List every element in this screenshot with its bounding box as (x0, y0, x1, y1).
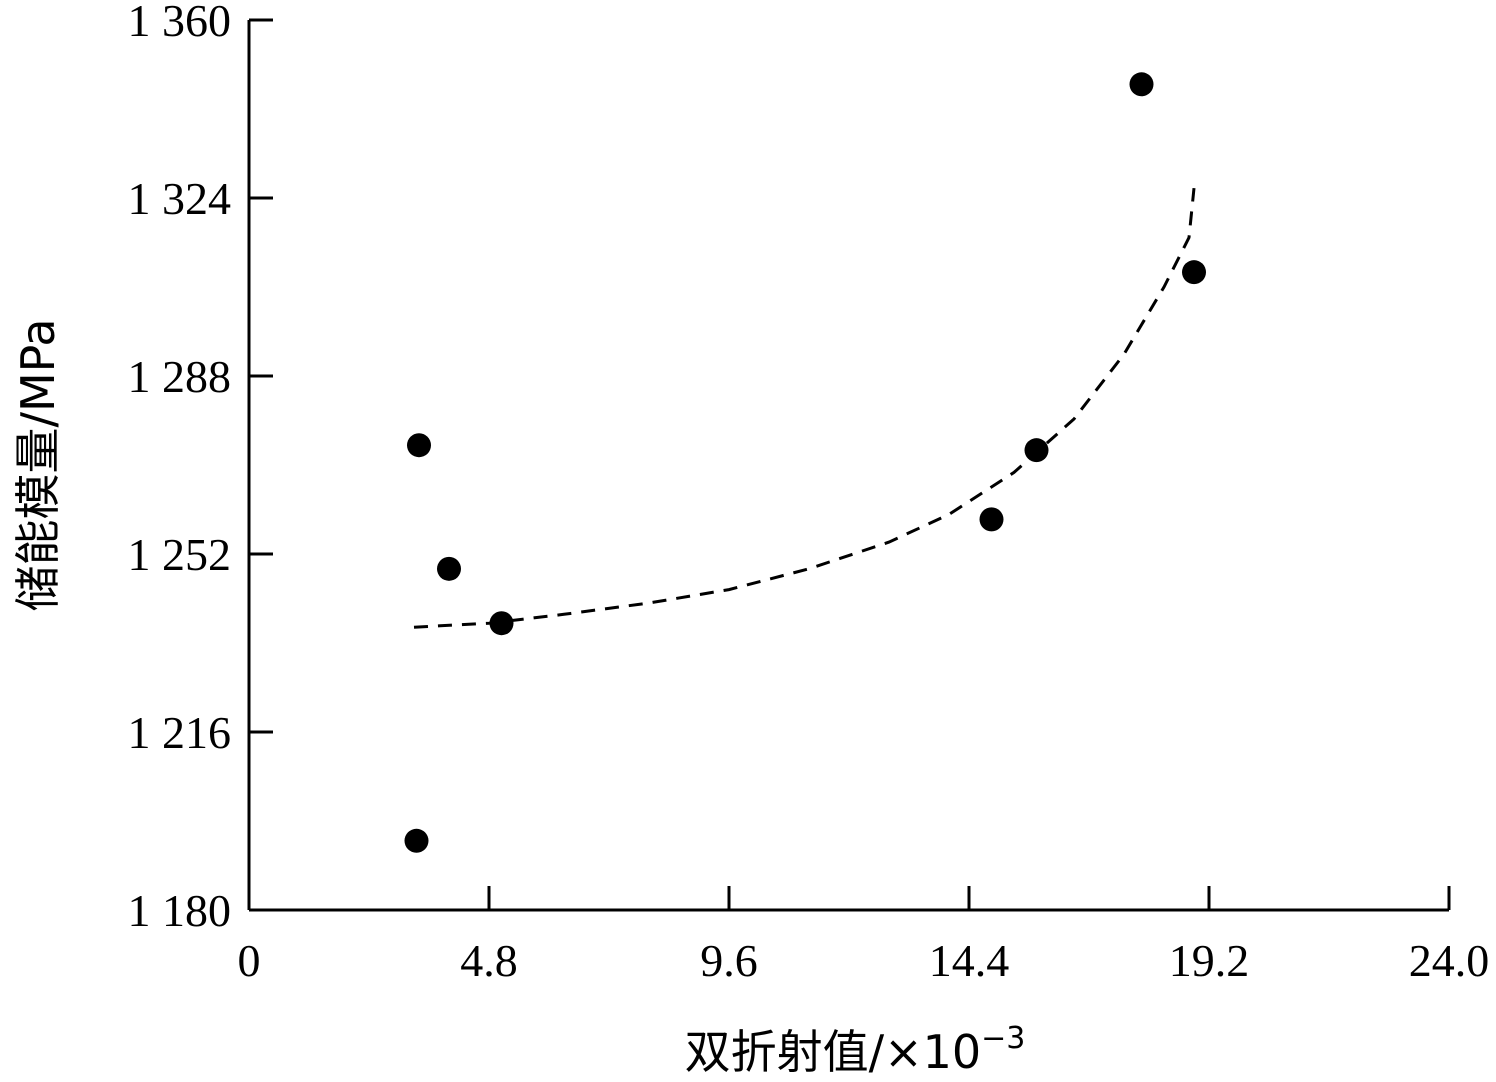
data-point (437, 556, 461, 581)
y-tick-label: 1 216 (128, 707, 232, 758)
x-axis-exponent: −3 (981, 1021, 1025, 1056)
x-tick-label: 0 (238, 935, 261, 986)
data-point (1129, 72, 1154, 97)
x-tick-label: 19.2 (1169, 935, 1250, 986)
y-axis-title: 储能模量/MPa (11, 318, 65, 611)
x-tick-label: 9.6 (700, 935, 758, 986)
x-axis-title-text: 双折射值/×10 (685, 1025, 982, 1079)
x-tick-label: 24.0 (1409, 935, 1490, 986)
y-tick-label: 1 252 (128, 529, 232, 580)
data-point (404, 828, 429, 853)
data-point (979, 507, 1004, 532)
y-tick-label: 1 324 (128, 173, 232, 224)
data-point (489, 611, 514, 636)
axis-ticks (249, 18, 1451, 910)
y-tick-label: 1 288 (128, 351, 232, 402)
trend-line (413, 187, 1196, 629)
x-axis-title: 双折射值/×10−3 (685, 1021, 1026, 1079)
data-point (407, 433, 431, 458)
data-point (1024, 438, 1049, 463)
x-tick-label: 14.4 (929, 935, 1010, 986)
y-tick-label: 1 180 (128, 885, 232, 936)
data-points (404, 72, 1206, 853)
x-tick-label: 4.8 (460, 935, 518, 986)
tick-labels: 0 4.8 9.6 14.4 19.2 24.0 1 180 1 216 1 252 1 288 1… (128, 0, 1490, 986)
data-point (1182, 260, 1206, 285)
y-tick-label: 1 360 (128, 0, 232, 46)
